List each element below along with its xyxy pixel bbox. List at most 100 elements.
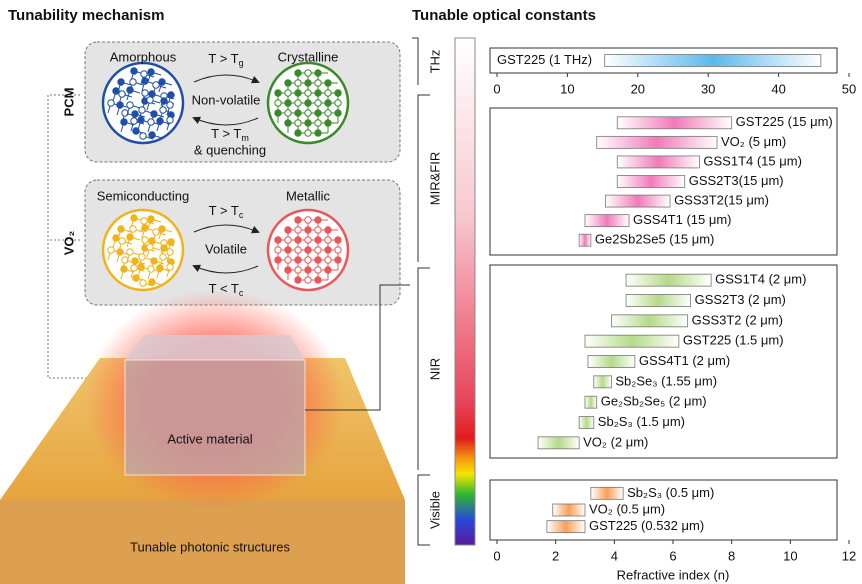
atom xyxy=(274,246,282,254)
range-bar xyxy=(546,520,586,534)
atom xyxy=(132,274,140,282)
atom xyxy=(141,89,149,97)
bar-label: GST225 (1.5 μm) xyxy=(683,333,784,348)
atom xyxy=(148,90,156,98)
x-tick-label: 2 xyxy=(552,548,559,563)
bar-label: GSS2T3 (2 μm) xyxy=(695,292,786,307)
atom xyxy=(126,248,134,256)
atom xyxy=(294,266,302,274)
atom xyxy=(304,109,312,117)
atom xyxy=(150,257,158,265)
x-tick-label: 20 xyxy=(631,81,645,96)
state-icons xyxy=(101,61,350,292)
atom xyxy=(274,89,282,97)
atom xyxy=(314,226,322,234)
atom xyxy=(294,79,302,87)
atom xyxy=(152,228,160,236)
atom xyxy=(304,79,312,87)
atom xyxy=(132,127,140,135)
range-bar xyxy=(590,486,624,500)
atom xyxy=(304,256,312,264)
atom xyxy=(118,237,126,245)
band-bracket xyxy=(417,94,430,262)
atom xyxy=(112,234,120,242)
bar-label: Sb₂Se₃ (1.55 μm) xyxy=(615,373,717,388)
atom xyxy=(324,226,332,234)
atom xyxy=(147,68,155,76)
range-bar xyxy=(584,395,598,409)
band-bracket xyxy=(417,267,430,470)
atom xyxy=(304,276,312,284)
atom xyxy=(284,79,292,87)
band-bracket xyxy=(412,37,419,85)
atom xyxy=(314,276,322,284)
condition: T > Tg xyxy=(208,51,243,68)
x-tick-label: 10 xyxy=(783,548,797,563)
atom xyxy=(324,266,332,274)
range-bar xyxy=(537,436,580,450)
atom xyxy=(334,246,342,254)
atom xyxy=(118,90,126,98)
panel-frame xyxy=(489,107,838,256)
atom xyxy=(139,132,147,140)
arrow xyxy=(193,74,260,84)
atom xyxy=(284,226,292,234)
atom xyxy=(284,236,292,244)
atom xyxy=(141,224,149,232)
atom xyxy=(334,236,342,244)
atom xyxy=(304,69,312,77)
range-bar xyxy=(578,233,592,247)
atom xyxy=(147,118,155,126)
atom xyxy=(130,117,138,125)
x-tick-label: 30 xyxy=(701,81,715,96)
atom xyxy=(304,129,312,137)
panel-frame xyxy=(489,264,838,459)
range-bar xyxy=(584,214,630,228)
x-tick-label: 0 xyxy=(493,548,500,563)
atom xyxy=(304,89,312,97)
atom xyxy=(126,101,134,109)
atom xyxy=(304,246,312,254)
state-label: Amorphous xyxy=(110,49,177,64)
atom xyxy=(294,246,302,254)
atom xyxy=(324,256,332,264)
atom xyxy=(139,279,147,287)
atom xyxy=(304,226,312,234)
atom xyxy=(274,109,282,117)
atom xyxy=(131,110,139,118)
x-tick-label: 0 xyxy=(493,81,500,96)
atom xyxy=(146,96,154,104)
band-label: THz xyxy=(427,50,442,74)
pcm-label: PCM xyxy=(61,88,76,117)
atom xyxy=(294,119,302,127)
atom xyxy=(116,248,124,256)
range-bar xyxy=(625,294,691,307)
atom xyxy=(129,225,137,233)
atom xyxy=(148,131,156,139)
atom xyxy=(294,236,302,244)
atom xyxy=(167,238,175,246)
atom xyxy=(146,243,154,251)
atom xyxy=(294,69,302,77)
range-bar xyxy=(593,375,612,389)
atom xyxy=(158,225,166,233)
atom xyxy=(314,216,322,224)
bar-label: VO₂ (0.5 μm) xyxy=(589,501,665,516)
atom xyxy=(294,216,302,224)
x-tick-label: 40 xyxy=(771,81,785,96)
atom xyxy=(324,236,332,244)
atom xyxy=(156,117,164,125)
bar-label: Ge₂Sb₂Se₅ (2 μm) xyxy=(601,394,707,409)
atom xyxy=(314,246,322,254)
atom xyxy=(304,216,312,224)
state-label: Metallic xyxy=(286,188,331,203)
substrate-label: Tunable photonic structures xyxy=(130,539,290,554)
diagram-title: Tunability mechanism xyxy=(8,7,164,24)
chart-title: Tunable optical constants xyxy=(412,7,596,24)
atom xyxy=(294,129,302,137)
arrow xyxy=(192,116,259,126)
atom xyxy=(334,256,342,264)
x-tick-label: 50 xyxy=(842,81,856,96)
